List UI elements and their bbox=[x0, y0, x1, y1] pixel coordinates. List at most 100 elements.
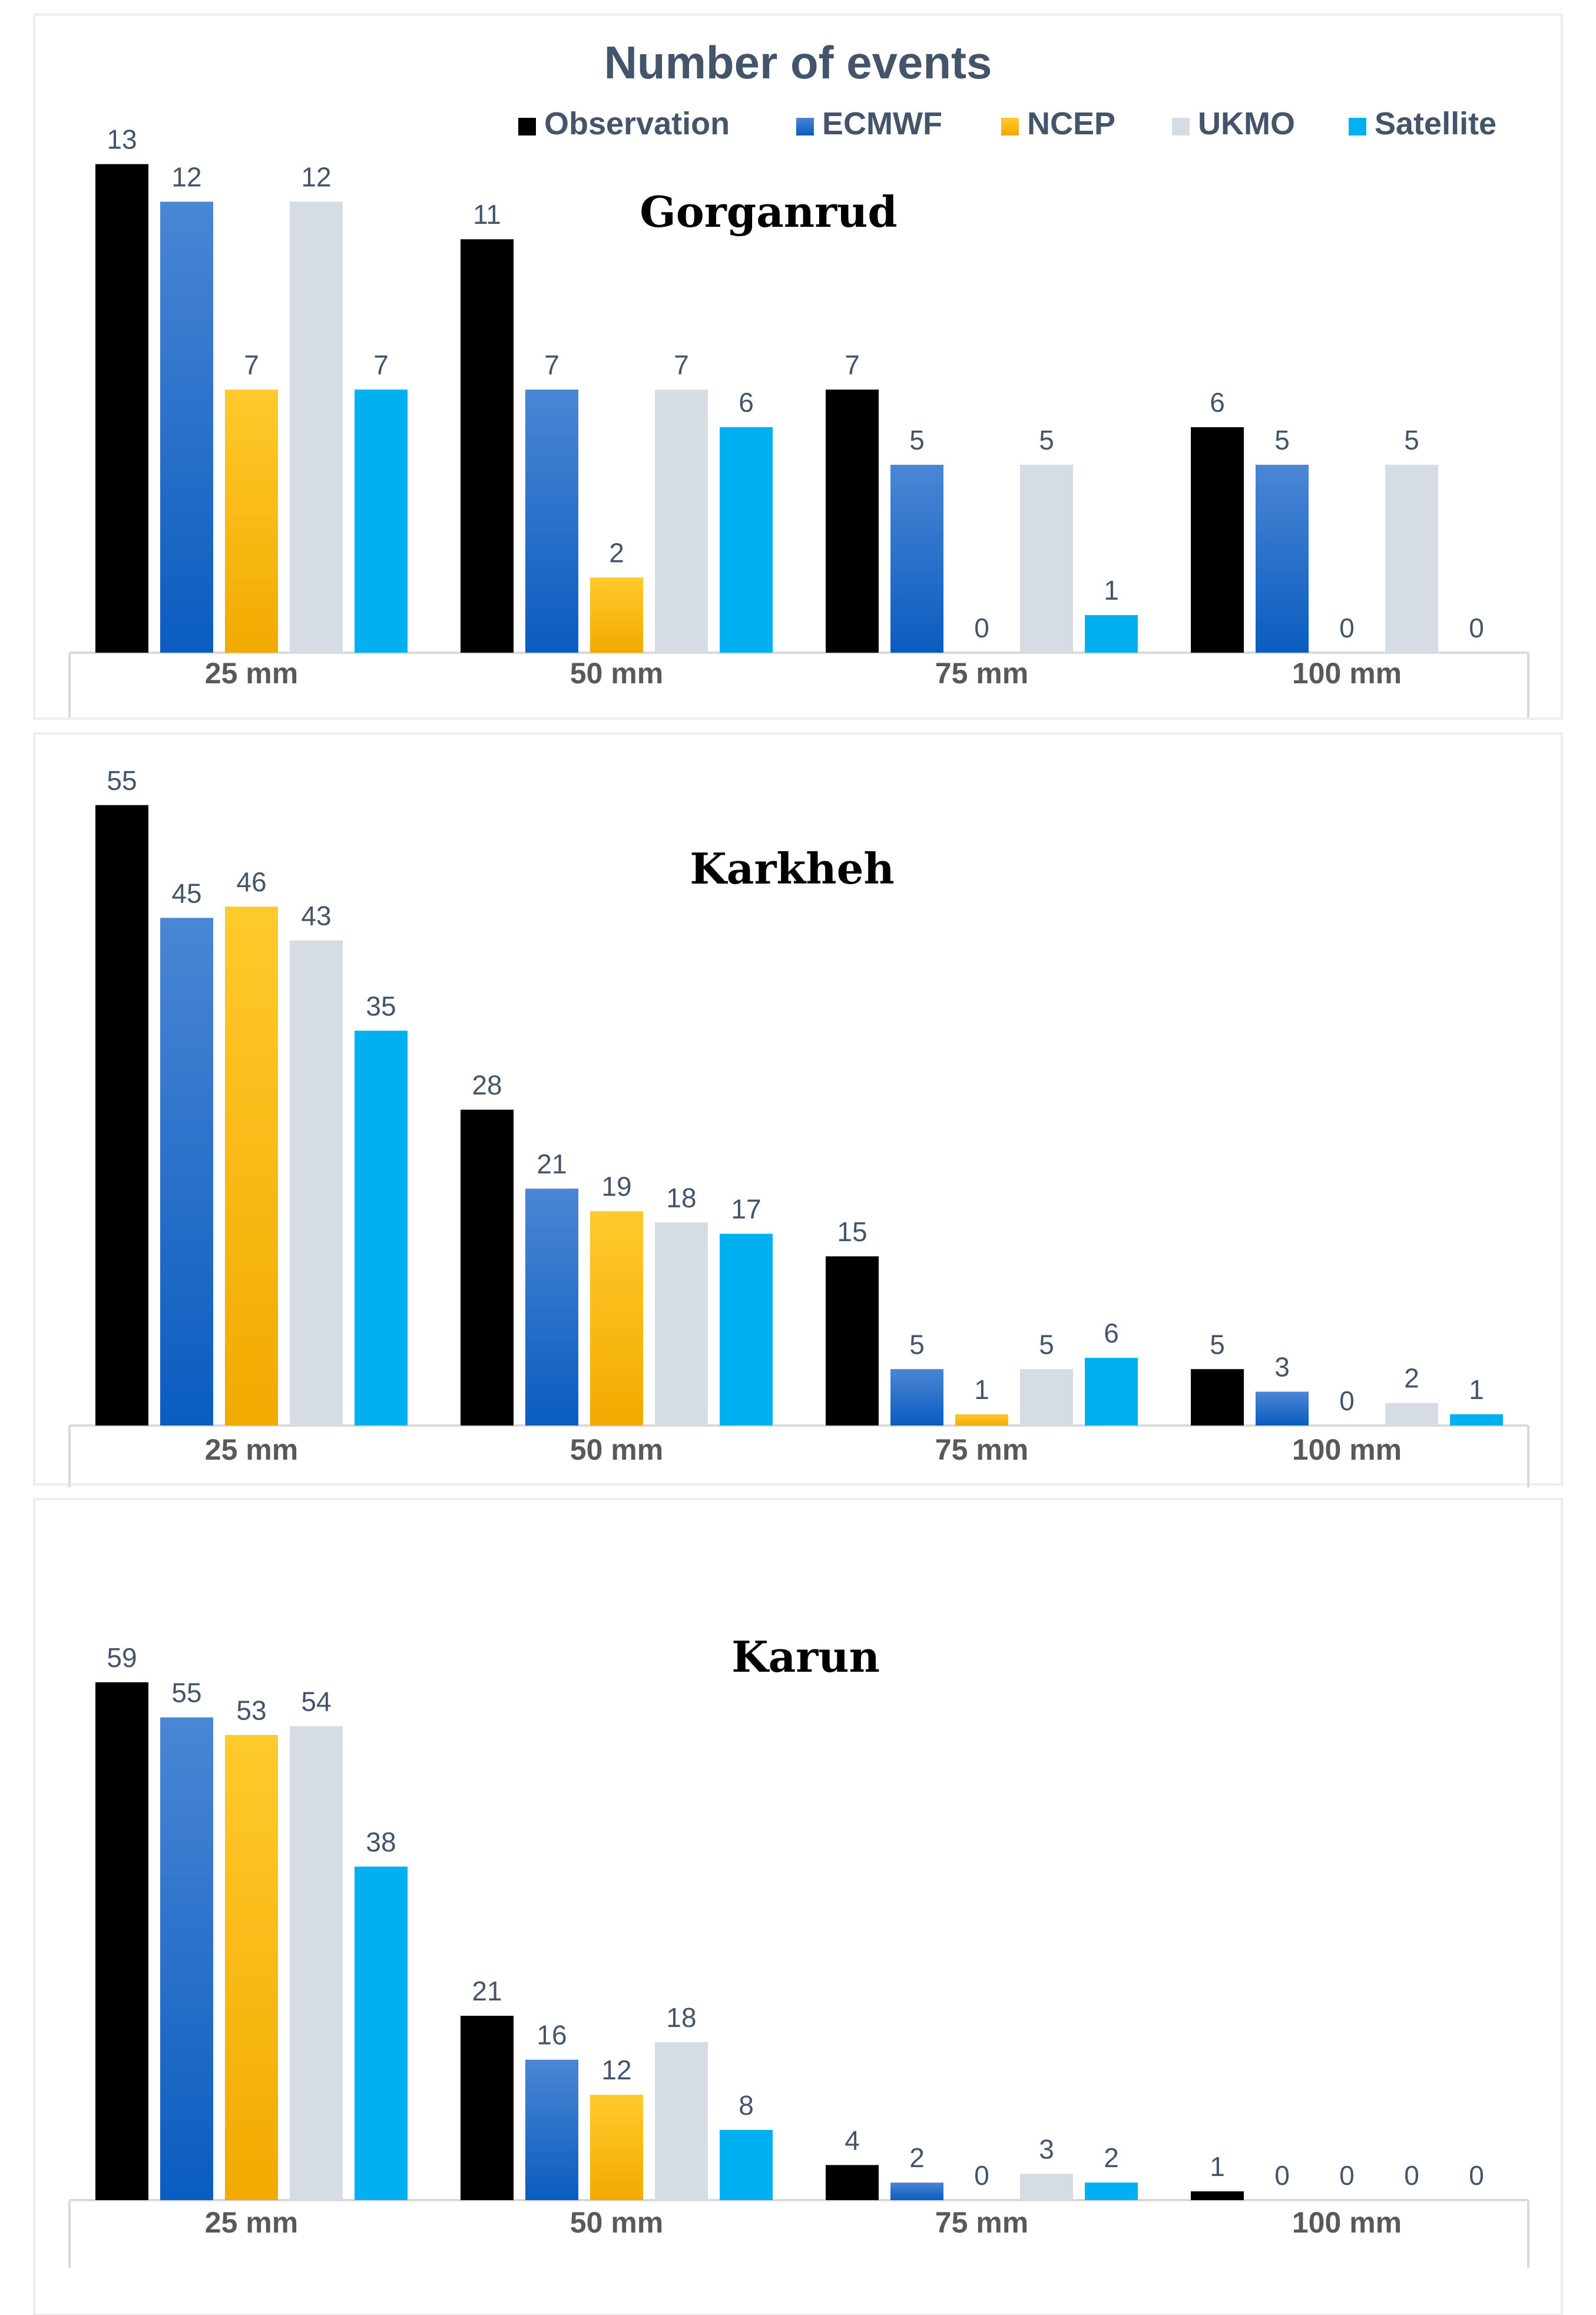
legend-label-ncep: NCEP bbox=[1027, 106, 1115, 141]
data-label-ukmo: 18 bbox=[666, 1182, 696, 1213]
category-label: 100 mm bbox=[1292, 1433, 1402, 1466]
data-label-ncep: 46 bbox=[236, 867, 266, 897]
panel-frame bbox=[33, 1498, 1563, 2315]
data-label-ecmwf: 12 bbox=[171, 161, 201, 192]
data-label-satellite: 2 bbox=[1104, 2142, 1119, 2173]
legend-swatch-satellite bbox=[1349, 118, 1366, 135]
data-label-ncep: 0 bbox=[1339, 613, 1355, 643]
bar-satellite bbox=[355, 389, 408, 653]
data-label-satellite: 7 bbox=[373, 349, 389, 380]
data-label-satellite: 0 bbox=[1469, 613, 1484, 643]
bar-ukmo bbox=[1385, 465, 1438, 653]
data-label-ukmo: 12 bbox=[301, 161, 331, 192]
data-label-observation: 7 bbox=[845, 349, 860, 380]
data-label-ecmwf: 45 bbox=[171, 878, 201, 908]
bar-ukmo bbox=[290, 201, 343, 653]
data-label-ncep: 1 bbox=[974, 1374, 989, 1405]
category-label: 25 mm bbox=[205, 657, 298, 690]
bar-ecmwf bbox=[890, 465, 943, 653]
legend: Observation ECMWF NCEP UKMO Satellite bbox=[518, 106, 1496, 141]
data-label-ukmo: 7 bbox=[674, 349, 689, 380]
category-label: 75 mm bbox=[935, 657, 1028, 690]
data-label-ecmwf: 7 bbox=[544, 349, 559, 380]
bar-ncep bbox=[590, 577, 643, 653]
panel-frame bbox=[33, 14, 1563, 720]
bar-ecmwf bbox=[1256, 1391, 1309, 1426]
data-label-ncep: 0 bbox=[974, 2160, 989, 2191]
legend-label-satellite: Satellite bbox=[1375, 106, 1496, 141]
bar-ncep bbox=[225, 389, 278, 653]
bar-observation bbox=[826, 389, 879, 653]
bar-satellite bbox=[1085, 1358, 1138, 1426]
data-label-satellite: 17 bbox=[731, 1193, 761, 1224]
bar-observation bbox=[461, 2016, 514, 2200]
legend-label-observation: Observation bbox=[544, 106, 730, 141]
bar-observation bbox=[95, 1682, 148, 2200]
data-label-ukmo: 43 bbox=[301, 901, 331, 931]
bar-ukmo bbox=[1385, 1403, 1438, 1426]
data-label-ncep: 19 bbox=[601, 1171, 631, 1202]
data-label-ncep: 53 bbox=[236, 1695, 266, 1725]
bar-satellite bbox=[720, 1233, 773, 1426]
data-label-observation: 21 bbox=[472, 1976, 502, 2006]
category-label: 75 mm bbox=[935, 1433, 1028, 1466]
data-label-ncep: 12 bbox=[601, 2055, 631, 2085]
category-label: 50 mm bbox=[570, 657, 663, 690]
bar-satellite bbox=[1085, 615, 1138, 653]
data-label-observation: 6 bbox=[1210, 387, 1225, 418]
data-label-ukmo: 3 bbox=[1039, 2134, 1054, 2164]
category-label: 25 mm bbox=[205, 1433, 298, 1466]
bar-ukmo bbox=[655, 389, 708, 653]
data-label-ecmwf: 5 bbox=[909, 425, 925, 455]
data-label-ukmo: 5 bbox=[1039, 425, 1054, 455]
panel-gorganrud: Gorganrud 25 mm 13 12 7 12 7 50 mm 11 7 2 7 6 75 mm 7 5… bbox=[68, 124, 1529, 717]
legend-label-ukmo: UKMO bbox=[1198, 106, 1295, 141]
bar-ncep bbox=[225, 1735, 278, 2200]
panel-frame bbox=[33, 732, 1563, 1486]
category-label: 25 mm bbox=[205, 2206, 298, 2239]
data-label-ncep: 0 bbox=[1339, 1385, 1355, 1416]
data-label-ecmwf: 2 bbox=[909, 2142, 925, 2173]
bar-satellite bbox=[720, 427, 773, 653]
bar-observation bbox=[1191, 2191, 1244, 2200]
legend-swatch-ecmwf bbox=[796, 118, 814, 135]
data-label-satellite: 35 bbox=[366, 991, 396, 1021]
data-label-observation: 11 bbox=[473, 199, 501, 230]
data-label-ecmwf: 5 bbox=[1274, 425, 1290, 455]
data-label-ukmo: 54 bbox=[301, 1686, 331, 1717]
bar-ukmo bbox=[655, 1222, 708, 1426]
data-label-observation: 4 bbox=[845, 2125, 860, 2155]
bar-ncep bbox=[955, 1414, 1008, 1426]
data-label-satellite: 8 bbox=[739, 2090, 754, 2121]
data-label-observation: 13 bbox=[107, 124, 137, 155]
data-label-ukmo: 18 bbox=[666, 2002, 696, 2033]
data-label-ukmo: 5 bbox=[1404, 425, 1419, 455]
data-label-ncep: 2 bbox=[609, 537, 624, 568]
legend-swatch-observation bbox=[518, 118, 536, 135]
data-label-observation: 59 bbox=[107, 1642, 137, 1673]
category-label: 50 mm bbox=[570, 1433, 663, 1466]
data-label-observation: 28 bbox=[472, 1070, 502, 1100]
bar-observation bbox=[1191, 427, 1244, 653]
bar-satellite bbox=[355, 1030, 408, 1426]
bar-observation bbox=[1191, 1369, 1244, 1426]
bar-ncep bbox=[590, 2095, 643, 2200]
legend-swatch-ncep bbox=[1001, 118, 1019, 135]
bar-observation bbox=[95, 164, 148, 653]
legend-label-ecmwf: ECMWF bbox=[822, 106, 942, 141]
panel-title: Karun bbox=[731, 1632, 880, 1682]
bar-satellite bbox=[720, 2129, 773, 2200]
data-label-ukmo: 0 bbox=[1404, 2160, 1419, 2191]
data-label-satellite: 38 bbox=[366, 1827, 396, 1857]
data-label-observation: 1 bbox=[1210, 2151, 1225, 2182]
data-label-ukmo: 5 bbox=[1039, 1329, 1054, 1360]
bar-ecmwf bbox=[890, 2182, 943, 2200]
bar-ukmo bbox=[655, 2042, 708, 2200]
bar-observation bbox=[461, 1109, 514, 1426]
bar-ukmo bbox=[1020, 1369, 1073, 1426]
bar-ecmwf bbox=[160, 1717, 213, 2200]
